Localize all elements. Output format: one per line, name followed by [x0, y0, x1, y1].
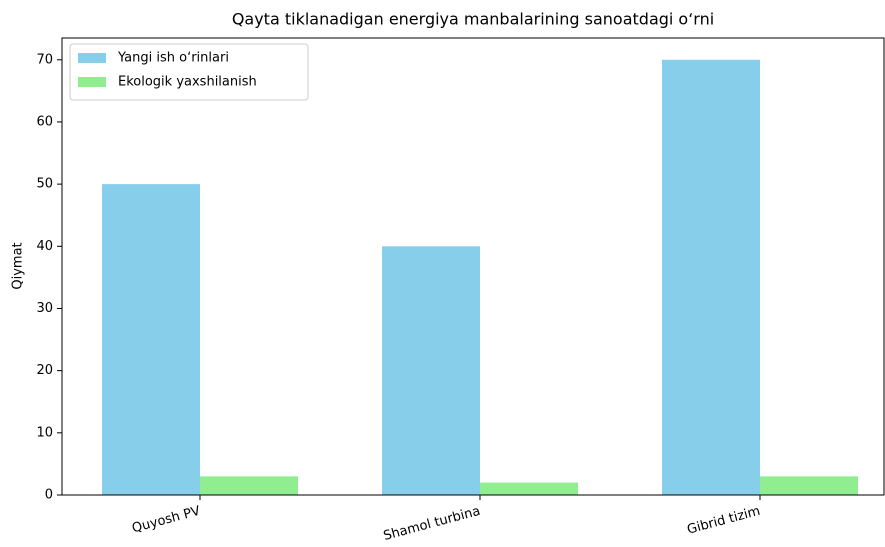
legend-swatch: [78, 77, 106, 87]
y-tick-label: 70: [36, 52, 53, 67]
y-tick-label: 40: [36, 239, 53, 254]
y-axis-label: Qiymat: [11, 242, 26, 289]
bar: [102, 184, 200, 495]
y-tick-label: 30: [36, 301, 53, 316]
bar: [760, 476, 858, 495]
bar: [480, 482, 578, 495]
legend-label: Yangi ish o‘rinlari: [117, 51, 229, 66]
bar: [382, 246, 480, 495]
legend: Yangi ish o‘rinlari Ekologik yaxshilanish: [69, 43, 309, 101]
y-tick-label: 60: [36, 114, 53, 129]
y-tick-label: 20: [36, 363, 53, 378]
legend-label: Ekologik yaxshilanish: [118, 75, 257, 90]
y-tick-label: 0: [45, 488, 53, 503]
bar: [662, 59, 760, 496]
y-tick-label: 10: [36, 425, 53, 440]
legend-swatch: [78, 53, 106, 63]
bar: [200, 476, 298, 495]
y-tick-label: 50: [36, 177, 53, 192]
legend-box: [69, 43, 309, 101]
plot-frame: [61, 37, 885, 496]
chart-title: Qayta tiklanadigan energiya manbalarinin…: [232, 10, 714, 29]
